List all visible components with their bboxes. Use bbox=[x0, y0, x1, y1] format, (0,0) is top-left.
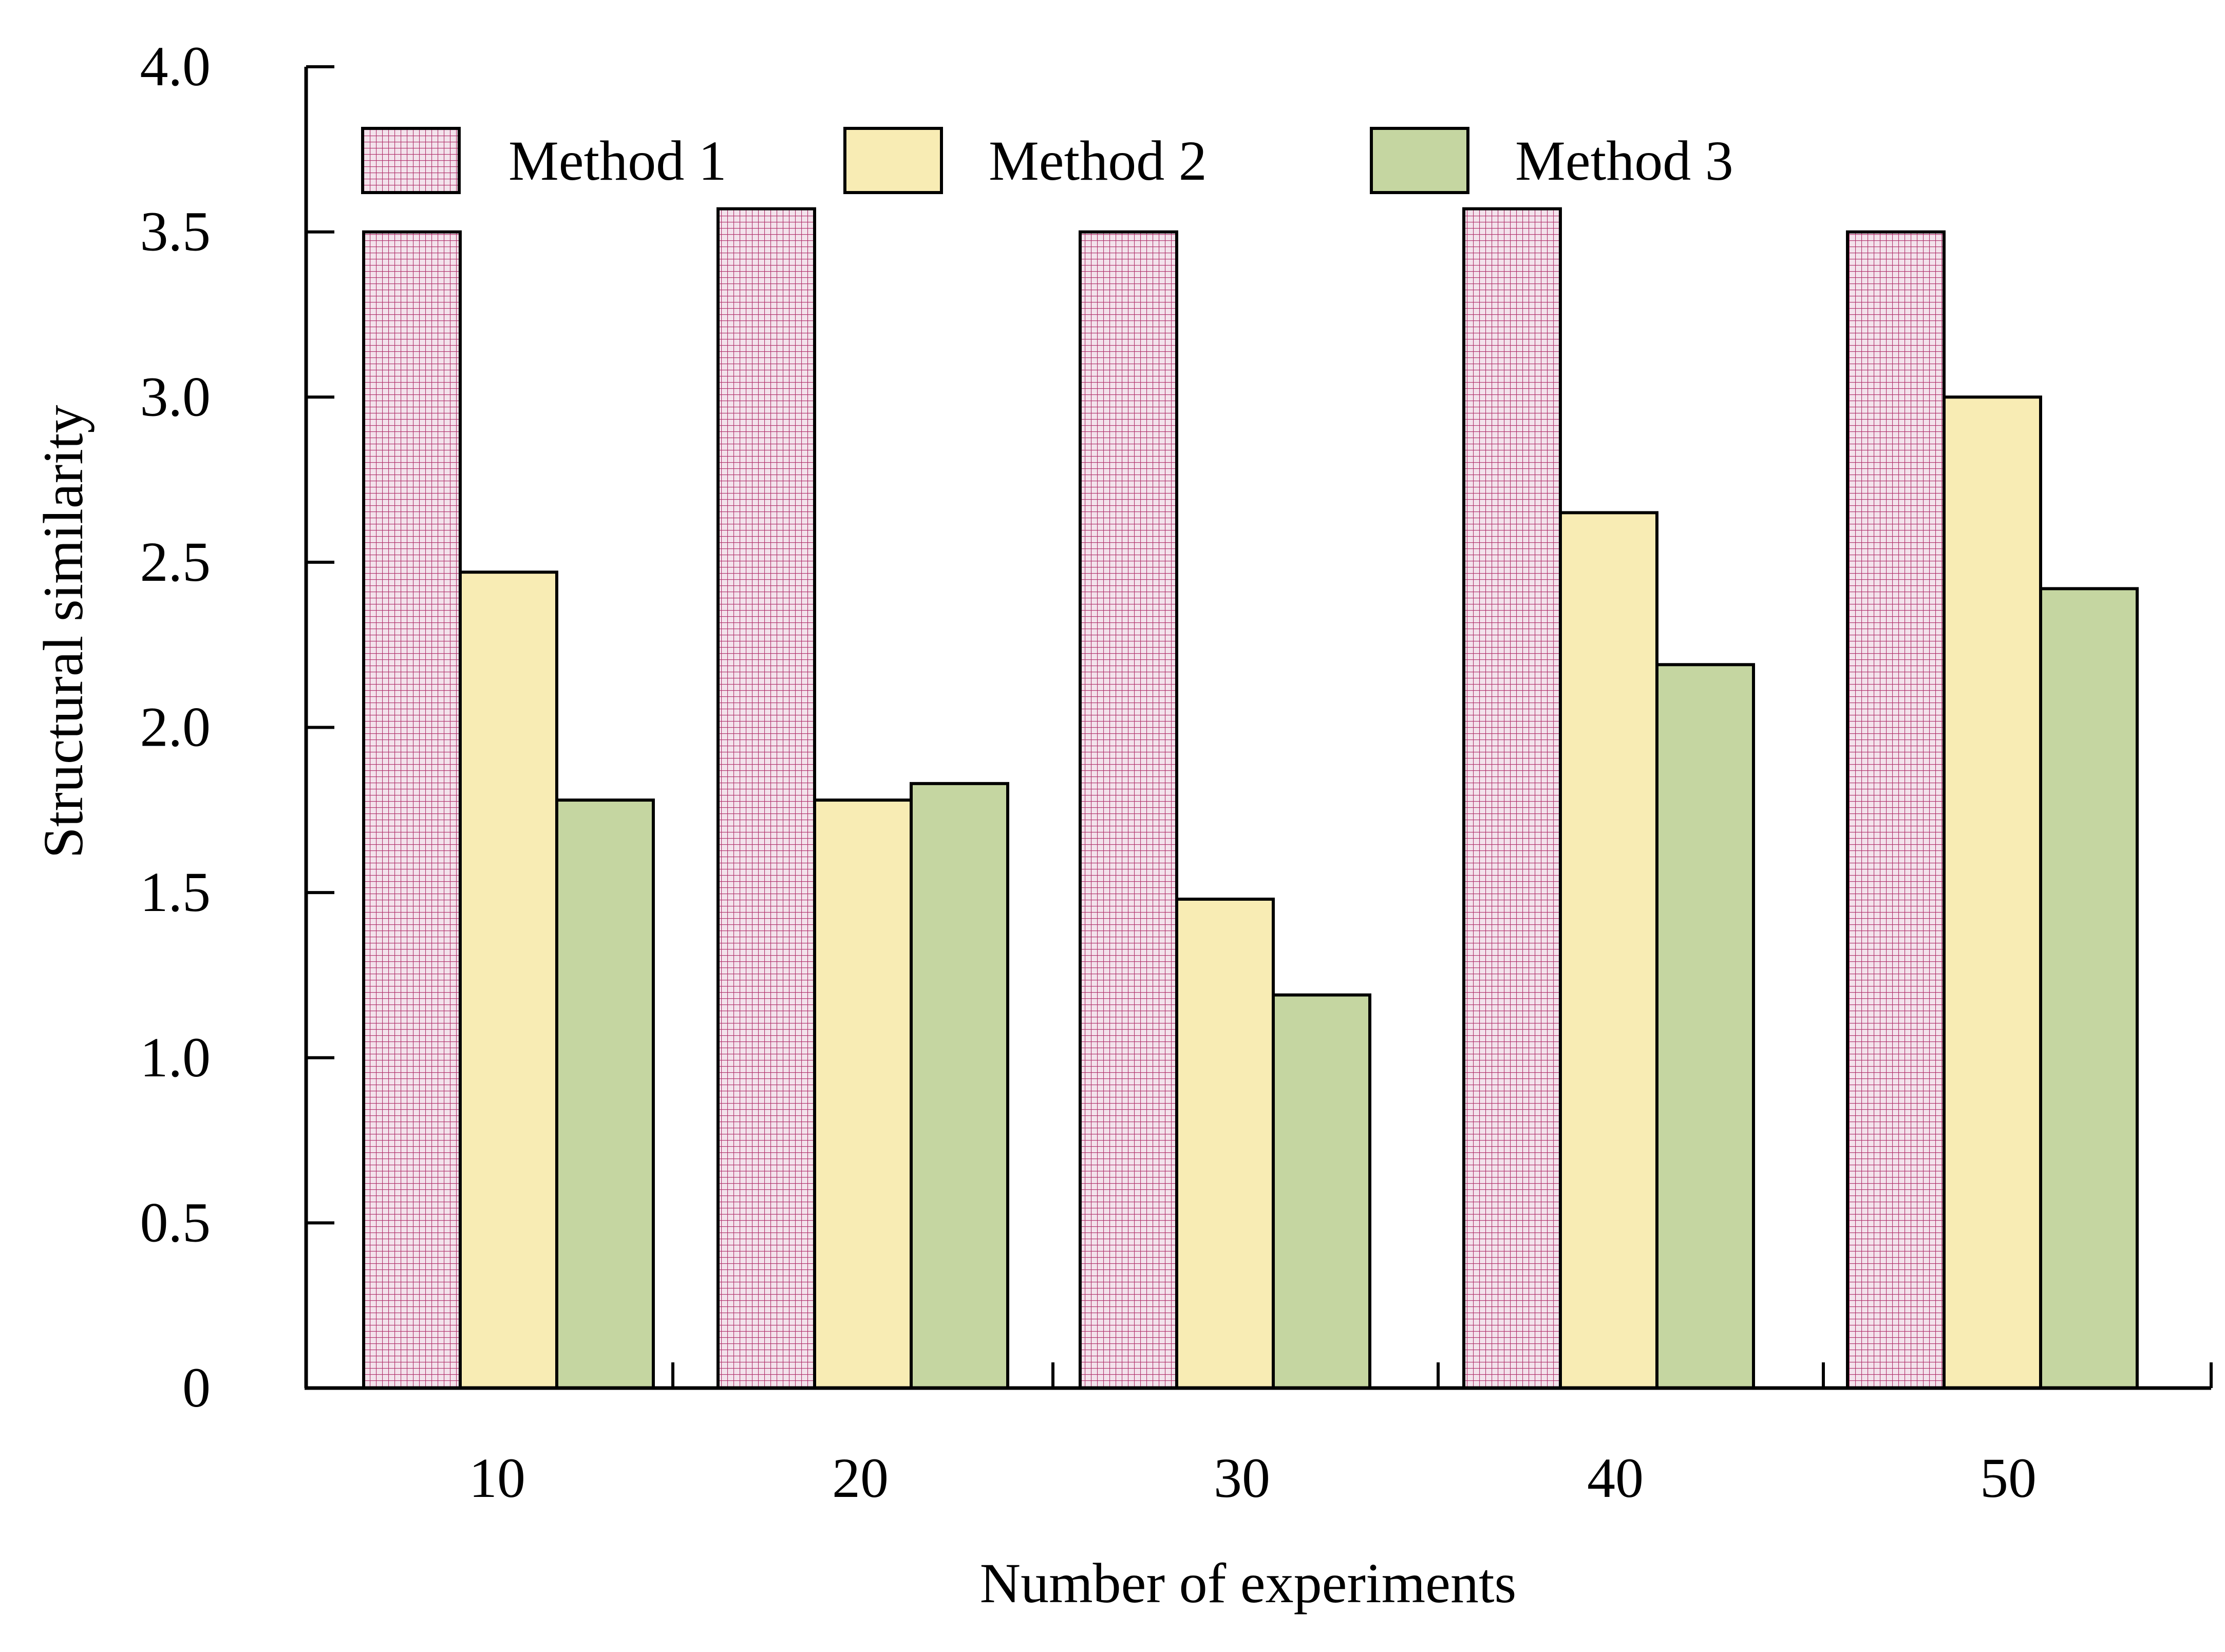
bar-method-2-40 bbox=[1559, 511, 1658, 1390]
y-tick-label: 2.0 bbox=[140, 696, 211, 758]
x-ticks-group: 10 20 30 40 50 bbox=[469, 1362, 2213, 1509]
x-tick-label: 10 bbox=[469, 1447, 525, 1509]
legend-swatch-method-2 bbox=[843, 127, 943, 194]
bar-method-2-30 bbox=[1175, 897, 1275, 1390]
bar-method-1-20 bbox=[716, 207, 816, 1390]
y-tick-label: 0.5 bbox=[140, 1191, 211, 1254]
bar-method-3-20 bbox=[910, 782, 1009, 1390]
bar-method-1-10 bbox=[362, 230, 462, 1390]
legend-label: Method 2 bbox=[989, 129, 1207, 192]
y-tick-label: 3.0 bbox=[140, 365, 211, 428]
x-tick-label: 20 bbox=[832, 1447, 889, 1509]
bars-group bbox=[362, 207, 2139, 1390]
legend-label: Method 3 bbox=[1515, 129, 1733, 192]
y-tick-label: 2.5 bbox=[140, 530, 211, 593]
y-tick-label: 1.5 bbox=[140, 861, 211, 923]
bar-method-3-40 bbox=[1655, 663, 1755, 1390]
bar-method-1-40 bbox=[1462, 207, 1562, 1390]
bar-method-2-10 bbox=[459, 571, 558, 1390]
x-tick-label: 50 bbox=[1980, 1447, 2037, 1509]
y-ticks-group: 0 0.5 1.0 1.5 2.0 2.5 3.0 3.5 4.0 bbox=[140, 35, 334, 1419]
bar-method-1-50 bbox=[1846, 230, 1946, 1390]
legend-label: Method 1 bbox=[508, 129, 727, 192]
legend-swatch-method-1 bbox=[361, 127, 461, 194]
x-tick-label: 30 bbox=[1214, 1447, 1270, 1509]
y-axis-title: Structural similarity bbox=[32, 405, 95, 859]
bar-method-3-30 bbox=[1272, 993, 1371, 1390]
bar-method-3-10 bbox=[555, 799, 655, 1390]
y-tick-label: 1.0 bbox=[140, 1026, 211, 1089]
y-tick-label: 0 bbox=[182, 1356, 211, 1419]
bar-method-2-50 bbox=[1943, 395, 2042, 1390]
legend-swatch-method-3 bbox=[1370, 127, 1469, 194]
bar-method-3-50 bbox=[2039, 587, 2139, 1390]
x-tick-label: 40 bbox=[1587, 1447, 1644, 1509]
legend: Method 1 Method 2 Method 3 bbox=[361, 127, 1733, 194]
bar-method-1-30 bbox=[1079, 230, 1178, 1390]
x-axis-title: Number of experiments bbox=[980, 1552, 1517, 1615]
bar-method-2-20 bbox=[813, 799, 913, 1390]
y-tick-label: 3.5 bbox=[140, 200, 211, 263]
y-tick-label: 4.0 bbox=[140, 35, 211, 98]
